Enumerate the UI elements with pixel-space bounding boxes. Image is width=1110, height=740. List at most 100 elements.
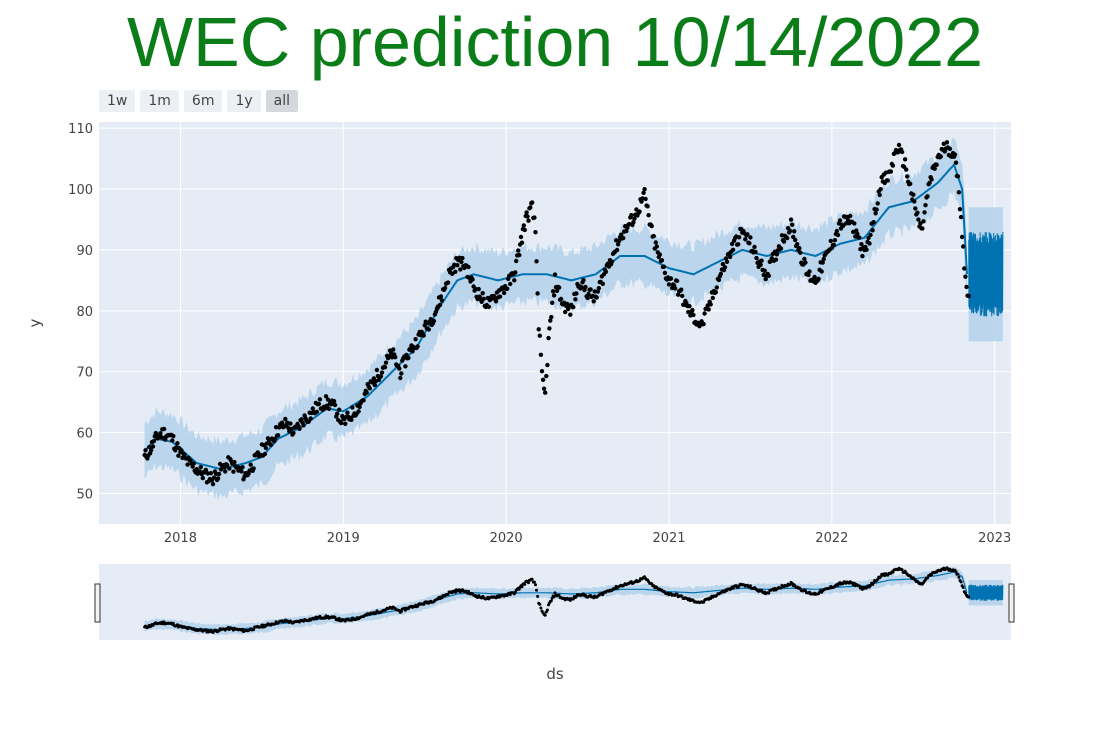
observed-point [778, 246, 784, 251]
observed-point [793, 237, 798, 243]
observed-point [481, 296, 486, 301]
range-button-1m[interactable]: 1m [140, 90, 179, 112]
observed-point [690, 307, 695, 313]
y-tick-label: 110 [68, 122, 93, 137]
observed-point [538, 602, 542, 606]
observed-point [691, 312, 696, 318]
observed-point [446, 592, 450, 596]
range-button-all[interactable]: all [265, 90, 299, 112]
range-button-6m[interactable]: 6m [183, 90, 223, 112]
observed-point [439, 298, 445, 303]
observed-point [513, 270, 518, 275]
observed-point [888, 169, 894, 174]
observed-point [581, 277, 586, 283]
uncertainty-band-area [144, 136, 968, 501]
observed-point [668, 276, 674, 281]
observed-point [326, 406, 332, 411]
observed-point [339, 420, 344, 426]
observed-point [908, 181, 913, 186]
observed-point [959, 234, 965, 240]
observed-point [616, 238, 622, 244]
observed-point [934, 162, 939, 167]
observed-point [588, 287, 593, 292]
observed-point [758, 262, 763, 267]
observed-point [248, 462, 253, 467]
range-button-1w[interactable]: 1w [99, 90, 136, 112]
observed-point [784, 235, 790, 241]
observed-point [579, 285, 584, 290]
observed-point [642, 187, 647, 192]
observed-point [232, 460, 237, 465]
observed-point [255, 450, 260, 455]
observed-point [929, 177, 934, 182]
observed-point [223, 469, 228, 474]
observed-point [527, 581, 530, 585]
observed-point [283, 416, 288, 422]
observed-point [957, 207, 963, 212]
observed-point [736, 242, 741, 247]
observed-point [218, 467, 224, 472]
observed-point [925, 194, 930, 199]
observed-point [182, 452, 187, 457]
observed-point [272, 436, 278, 441]
observed-point [171, 433, 176, 439]
observed-point [923, 203, 928, 208]
observed-point [651, 233, 656, 239]
observed-point [629, 213, 634, 218]
observed-point [545, 608, 549, 612]
observed-point [932, 166, 937, 171]
observed-point [541, 386, 547, 391]
observed-point [872, 581, 876, 585]
observed-point [397, 366, 402, 371]
observed-point [730, 247, 736, 252]
range-button-1y[interactable]: 1y [227, 90, 261, 112]
observed-point [614, 247, 620, 253]
observed-point [297, 426, 302, 431]
observed-point [558, 296, 564, 302]
observed-point [170, 438, 175, 443]
observed-point [591, 299, 596, 304]
observed-point [798, 250, 803, 255]
observed-point [422, 323, 427, 328]
range-slider-right-handle[interactable] [1008, 583, 1015, 623]
observed-point [215, 476, 221, 481]
observed-point [927, 180, 932, 186]
observed-point [938, 154, 943, 159]
observed-point [899, 149, 905, 155]
observed-point [609, 259, 615, 264]
observed-point [718, 271, 724, 277]
observed-point [747, 241, 752, 246]
observed-point [852, 221, 857, 226]
observed-point [675, 592, 679, 596]
observed-point [672, 286, 678, 291]
observed-point [767, 591, 771, 595]
observed-point [955, 174, 961, 179]
observed-point [723, 256, 729, 261]
observed-point [947, 146, 953, 151]
observed-point [631, 220, 636, 225]
y-tick-label: 80 [76, 305, 93, 320]
observed-point [442, 285, 448, 291]
observed-point [812, 274, 817, 280]
range-slider-left-handle[interactable] [94, 583, 101, 623]
observed-point [536, 327, 541, 332]
observed-point [773, 257, 779, 262]
observed-point [372, 382, 377, 388]
observed-point [356, 409, 361, 414]
observed-point [666, 282, 672, 287]
observed-point [963, 274, 968, 279]
observed-point [828, 238, 833, 244]
observed-point [406, 355, 411, 361]
observed-point [538, 352, 544, 357]
observed-point [964, 284, 969, 290]
observed-point [361, 398, 366, 403]
observed-point [382, 365, 388, 370]
observed-point [161, 426, 167, 432]
observed-point [722, 265, 728, 270]
observed-point [523, 582, 527, 586]
observed-point [421, 333, 426, 338]
observed-point [603, 269, 609, 274]
observed-point [345, 410, 350, 415]
observed-point [873, 211, 878, 216]
observed-point [551, 293, 557, 298]
